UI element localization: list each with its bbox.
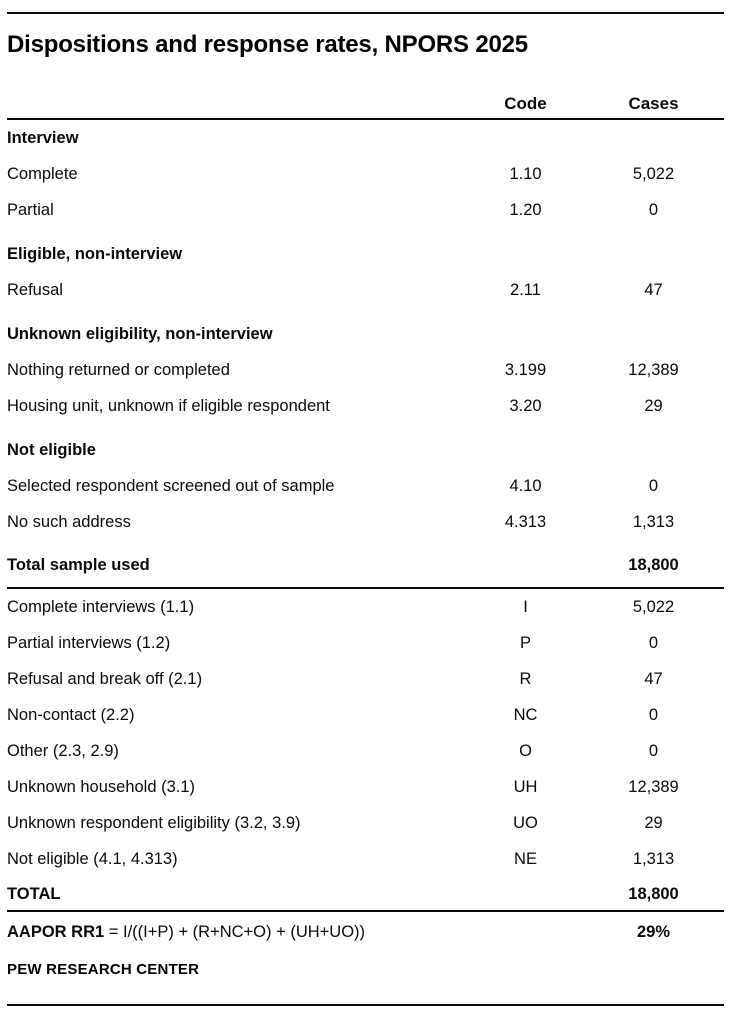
row-label: Unknown household (3.1) <box>7 778 196 796</box>
source-attribution: PEW RESEARCH CENTER <box>7 961 200 978</box>
section-heading-row: Interview <box>7 120 724 156</box>
row-code: 1.20 <box>509 201 542 219</box>
code-column-header: Code <box>504 94 547 113</box>
row-code: UO <box>513 814 538 832</box>
row-code: UH <box>513 778 538 796</box>
row-cases: 5,022 <box>632 165 675 183</box>
row-label: Non-contact (2.2) <box>7 706 135 724</box>
row-label: Partial <box>7 201 54 219</box>
section-heading-row: Unknown eligibility, non-interview <box>7 316 724 352</box>
row-label: Eligible, non-interview <box>7 245 183 263</box>
row-code: NC <box>513 706 538 724</box>
row-code: 2.11 <box>510 281 541 299</box>
table-row: Selected respondent screened out of samp… <box>7 468 724 504</box>
row-label: Other (2.3, 2.9) <box>7 742 119 760</box>
row-label: Not eligible (4.1, 4.313) <box>7 850 178 868</box>
row-label: Total sample used <box>7 556 150 574</box>
total-sample-row: Total sample used 18,800 <box>7 548 724 581</box>
row-label: Not eligible <box>7 441 96 459</box>
table-row: No such address 4.313 1,313 <box>7 504 724 540</box>
row-cases: 29 <box>644 397 663 415</box>
row-cases: 47 <box>644 281 663 299</box>
dispositions-section: Interview Complete 1.10 5,022 Partial 1.20 0 El… <box>7 120 724 581</box>
row-cases: 1,313 <box>632 850 675 868</box>
row-cases: 0 <box>648 634 659 652</box>
response-rate-formula: AAPOR RR1 = I/((I+P) + (R+NC+O) + (UH+UO… <box>7 923 468 941</box>
response-rate-label: AAPOR RR1 <box>7 923 105 941</box>
row-code: 1.10 <box>509 165 542 183</box>
row-code: R <box>519 670 532 688</box>
response-rate-expression: = I/((I+P) + (R+NC+O) + (UH+UO)) <box>104 923 366 941</box>
table-row: Refusal and break off (2.1) R 47 <box>7 661 724 697</box>
row-label: Unknown eligibility, non-interview <box>7 325 273 343</box>
table-row: Unknown household (3.1) UH 12,389 <box>7 769 724 805</box>
row-cases: 0 <box>648 706 659 724</box>
row-label: No such address <box>7 513 131 531</box>
row-cases: 18,800 <box>628 885 679 903</box>
table-row: Nothing returned or completed 3.199 12,389 <box>7 352 724 388</box>
column-header-row: Code Cases <box>7 95 724 113</box>
row-cases: 29 <box>644 814 663 832</box>
table-row: Complete interviews (1.1) I 5,022 <box>7 589 724 625</box>
row-cases: 18,800 <box>628 556 679 574</box>
row-label: Nothing returned or completed <box>7 361 230 379</box>
row-cases: 12,389 <box>628 361 679 379</box>
row-code: NE <box>514 850 537 868</box>
header-rule <box>7 118 724 120</box>
table-row: Not eligible (4.1, 4.313) NE 1,313 <box>7 841 724 877</box>
table-row: Refusal 2.11 47 <box>7 272 724 308</box>
row-cases: 5,022 <box>632 598 675 616</box>
cases-column-header: Cases <box>628 94 679 113</box>
row-label: Refusal <box>7 281 63 299</box>
row-cases: 0 <box>648 477 659 495</box>
row-label: Housing unit, unknown if eligible respon… <box>7 397 330 415</box>
table-row: Housing unit, unknown if eligible respon… <box>7 388 724 424</box>
row-label: Complete interviews (1.1) <box>7 598 195 616</box>
top-rule <box>7 12 724 14</box>
row-cases: 12,389 <box>628 778 679 796</box>
aapor-section: Complete interviews (1.1) I 5,022 Partial i… <box>7 589 724 910</box>
table-row: Non-contact (2.2) NC 0 <box>7 697 724 733</box>
table-row: Partial 1.20 0 <box>7 192 724 228</box>
response-rate-value: 29% <box>636 923 671 941</box>
row-label: Unknown respondent eligibility (3.2, 3.9… <box>7 814 301 832</box>
row-cases: 47 <box>644 670 663 688</box>
table-row: Partial interviews (1.2) P 0 <box>7 625 724 661</box>
chart-title: Dispositions and response rates, NPORS 2… <box>7 31 528 58</box>
dispositions-table-figure: Dispositions and response rates, NPORS 2… <box>0 12 730 1006</box>
row-code: 4.313 <box>504 513 547 531</box>
row-label: Complete <box>7 165 78 183</box>
row-cases: 0 <box>648 742 659 760</box>
bottom-rule <box>7 1004 724 1006</box>
row-code: 4.10 <box>509 477 542 495</box>
row-code: 3.20 <box>509 397 542 415</box>
row-label: Refusal and break off (2.1) <box>7 670 203 688</box>
row-label: Selected respondent screened out of samp… <box>7 477 335 495</box>
row-code: O <box>519 742 532 760</box>
row-code: P <box>519 634 531 652</box>
table-row: Other (2.3, 2.9) O 0 <box>7 733 724 769</box>
row-label: Interview <box>7 129 79 147</box>
table-row: Complete 1.10 5,022 <box>7 156 724 192</box>
row-cases: 0 <box>648 201 659 219</box>
table-row: Unknown respondent eligibility (3.2, 3.9… <box>7 805 724 841</box>
total-sample-rule <box>7 587 724 589</box>
row-code: I <box>523 598 528 616</box>
row-cases: 1,313 <box>632 513 675 531</box>
grand-total-row: TOTAL 18,800 <box>7 877 724 910</box>
section-heading-row: Eligible, non-interview <box>7 236 724 272</box>
row-label: TOTAL <box>7 885 61 903</box>
grand-total-rule <box>7 910 724 912</box>
section-heading-row: Not eligible <box>7 432 724 468</box>
row-label: Partial interviews (1.2) <box>7 634 171 652</box>
row-code: 3.199 <box>504 361 547 379</box>
response-rate-row: AAPOR RR1 = I/((I+P) + (R+NC+O) + (UH+UO… <box>7 912 724 952</box>
